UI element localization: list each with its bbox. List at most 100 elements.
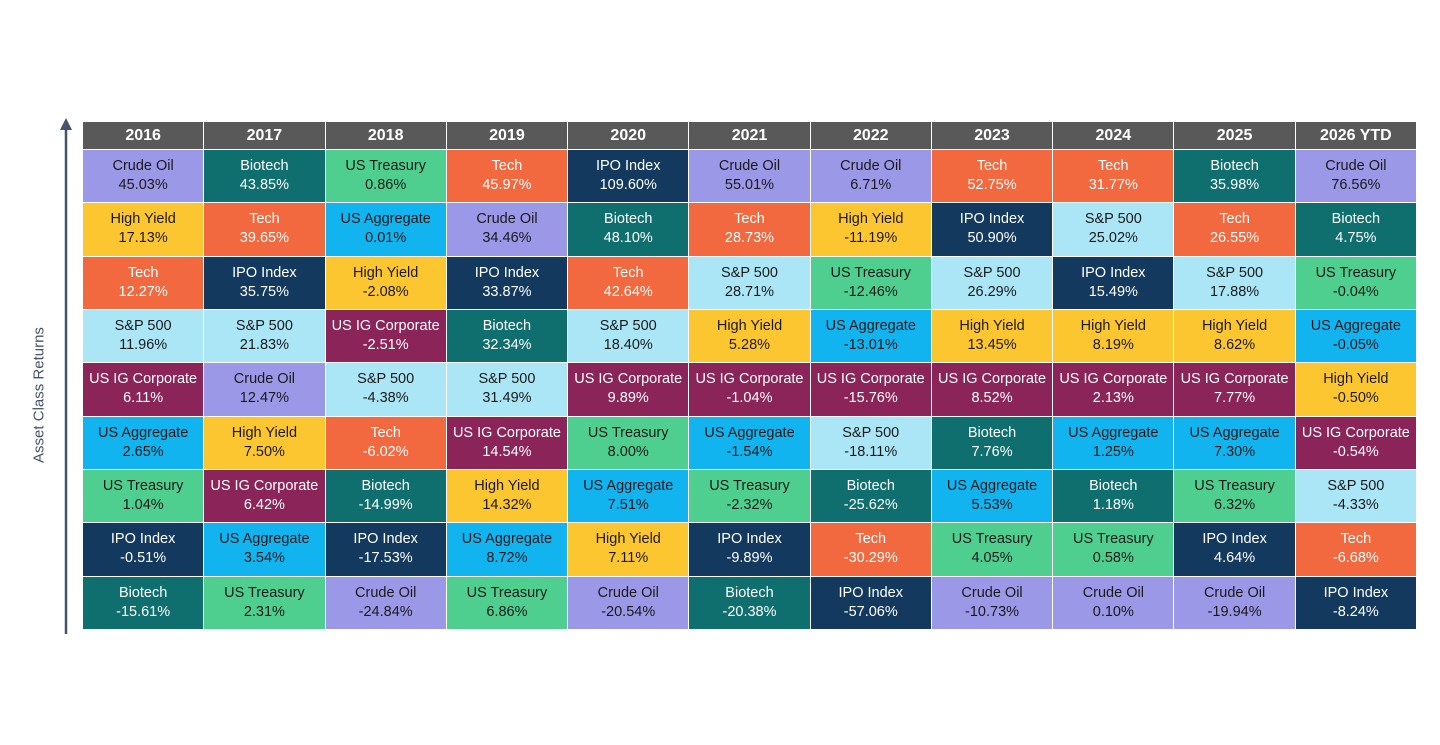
- return-value: 2.31%: [243, 603, 285, 620]
- return-value: 1.25%: [1092, 443, 1134, 460]
- asset-name: Biotech: [240, 158, 289, 175]
- return-value: 4.75%: [1335, 230, 1377, 247]
- return-cell: IPO Index -17.53%: [325, 523, 447, 577]
- return-value: -4.38%: [362, 390, 409, 407]
- return-cell: IPO Index 109.60%: [568, 150, 690, 204]
- return-value: 52.75%: [967, 177, 1017, 194]
- asset-name: IPO Index: [1323, 584, 1389, 601]
- asset-name: US Treasury: [1315, 264, 1397, 281]
- return-cell: US IG Corporate 8.52%: [931, 363, 1054, 417]
- return-value: -6.02%: [362, 443, 409, 460]
- return-cell: US Aggregate 1.25%: [1053, 416, 1175, 470]
- return-cell: IPO Index 4.64%: [1174, 523, 1296, 577]
- asset-name: US Treasury: [466, 584, 548, 601]
- asset-name: Biotech: [604, 211, 653, 228]
- return-value: -18.11%: [844, 443, 898, 460]
- asset-name: IPO Index: [1081, 264, 1146, 281]
- asset-name: Tech: [734, 211, 765, 228]
- return-cell: High Yield -0.50%: [1295, 363, 1417, 417]
- return-value: -1.04%: [726, 390, 773, 407]
- return-cell: S&P 500 31.49%: [446, 363, 569, 417]
- return-cell: IPO Index 33.87%: [446, 256, 569, 310]
- return-value: 31.77%: [1088, 177, 1138, 194]
- return-value: 7.77%: [1214, 390, 1256, 407]
- return-value: 12.47%: [239, 390, 289, 407]
- return-value: 7.30%: [1214, 443, 1256, 460]
- column-header: 2018: [325, 122, 447, 150]
- return-value: 12.27%: [118, 283, 168, 300]
- return-cell: IPO Index -57.06%: [810, 576, 932, 630]
- return-cell: US Treasury -2.32%: [689, 469, 811, 524]
- return-cell: S&P 500 18.40%: [568, 309, 690, 364]
- asset-name: High Yield: [595, 531, 661, 548]
- column-header: 2026 YTD: [1295, 122, 1417, 150]
- asset-name: Biotech: [1089, 478, 1138, 495]
- return-cell: Crude Oil -19.94%: [1174, 576, 1296, 630]
- return-value: -2.51%: [362, 337, 409, 354]
- asset-name: S&P 500: [1206, 264, 1264, 281]
- asset-name: S&P 500: [599, 318, 657, 335]
- return-cell: Tech 12.27%: [83, 256, 205, 310]
- asset-name: Crude Oil: [840, 158, 902, 175]
- return-cell: S&P 500 -4.38%: [325, 363, 447, 417]
- asset-name: US IG Corporate: [695, 371, 804, 388]
- return-cell: High Yield 17.13%: [83, 203, 205, 257]
- asset-name: S&P 500: [963, 264, 1021, 281]
- return-value: -0.04%: [1332, 283, 1379, 300]
- asset-name: IPO Index: [717, 531, 782, 548]
- return-value: 76.56%: [1331, 177, 1381, 194]
- return-value: 7.50%: [243, 443, 285, 460]
- return-cell: US IG Corporate -15.76%: [810, 363, 932, 417]
- return-value: 8.19%: [1092, 337, 1134, 354]
- return-cell: S&P 500 -18.11%: [810, 416, 932, 470]
- return-cell: Crude Oil -24.84%: [325, 576, 447, 630]
- return-cell: US IG Corporate 6.42%: [204, 469, 326, 524]
- return-cell: Biotech 7.76%: [931, 416, 1054, 470]
- return-cell: Crude Oil 45.03%: [83, 150, 205, 204]
- return-value: 28.71%: [724, 283, 775, 300]
- return-value: 17.13%: [118, 230, 168, 247]
- asset-name: US IG Corporate: [1059, 371, 1168, 388]
- return-cell: US IG Corporate -1.04%: [689, 363, 811, 417]
- y-axis-arrow: [60, 118, 72, 634]
- asset-name: IPO Index: [353, 531, 418, 548]
- return-value: -0.51%: [120, 550, 167, 567]
- return-cell: US Aggregate 7.51%: [568, 469, 690, 524]
- return-value: 8.00%: [607, 443, 649, 460]
- asset-name: Biotech: [361, 478, 410, 495]
- return-cell: Tech -6.02%: [325, 416, 447, 470]
- asset-name: Biotech: [725, 584, 774, 601]
- return-cell: Biotech 35.98%: [1174, 150, 1296, 204]
- return-cell: US Aggregate 5.53%: [931, 469, 1054, 524]
- return-value: -6.68%: [1332, 550, 1379, 567]
- return-value: -0.05%: [1332, 337, 1379, 354]
- return-cell: Tech 52.75%: [931, 150, 1054, 204]
- return-value: 17.88%: [1209, 283, 1260, 300]
- return-cell: Biotech 4.75%: [1295, 203, 1417, 257]
- return-value: -12.46%: [843, 283, 898, 300]
- return-value: 6.11%: [123, 390, 164, 407]
- return-value: -10.73%: [965, 603, 1020, 620]
- return-value: 14.32%: [482, 497, 532, 514]
- return-value: 7.51%: [607, 497, 649, 514]
- return-cell: Biotech -20.38%: [689, 576, 811, 630]
- return-cell: US IG Corporate 2.13%: [1053, 363, 1175, 417]
- return-cell: Crude Oil 0.10%: [1053, 576, 1175, 630]
- return-cell: S&P 500 25.02%: [1053, 203, 1175, 257]
- asset-name: S&P 500: [842, 424, 900, 441]
- return-value: 45.97%: [482, 177, 532, 194]
- asset-name: Biotech: [846, 478, 895, 495]
- return-value: 2.13%: [1092, 390, 1134, 407]
- column-header: 2024: [1053, 122, 1175, 150]
- asset-name: US IG Corporate: [452, 424, 561, 441]
- return-value: 0.01%: [365, 230, 407, 247]
- return-value: -25.62%: [843, 497, 898, 514]
- asset-name: High Yield: [353, 264, 419, 281]
- return-cell: S&P 500 28.71%: [689, 256, 811, 310]
- asset-name: US IG Corporate: [331, 318, 440, 335]
- return-value: -1.54%: [726, 443, 773, 460]
- asset-name: Tech: [491, 158, 523, 175]
- asset-name: US IG Corporate: [89, 371, 198, 388]
- return-value: 21.83%: [239, 337, 289, 354]
- column-header: 2020: [568, 122, 690, 150]
